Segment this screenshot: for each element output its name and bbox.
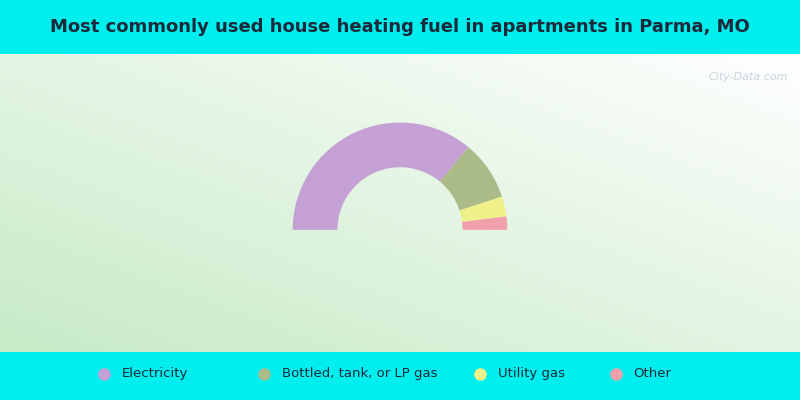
Text: Utility gas: Utility gas — [498, 367, 565, 380]
Wedge shape — [459, 197, 506, 222]
Text: Most commonly used house heating fuel in apartments in Parma, MO: Most commonly used house heating fuel in… — [50, 18, 750, 36]
Text: Other: Other — [634, 367, 672, 380]
Wedge shape — [293, 122, 468, 230]
Text: Electricity: Electricity — [122, 367, 188, 380]
Text: Bottled, tank, or LP gas: Bottled, tank, or LP gas — [282, 367, 437, 380]
Wedge shape — [462, 216, 507, 230]
Wedge shape — [440, 147, 502, 210]
Text: City-Data.com: City-Data.com — [709, 72, 788, 82]
